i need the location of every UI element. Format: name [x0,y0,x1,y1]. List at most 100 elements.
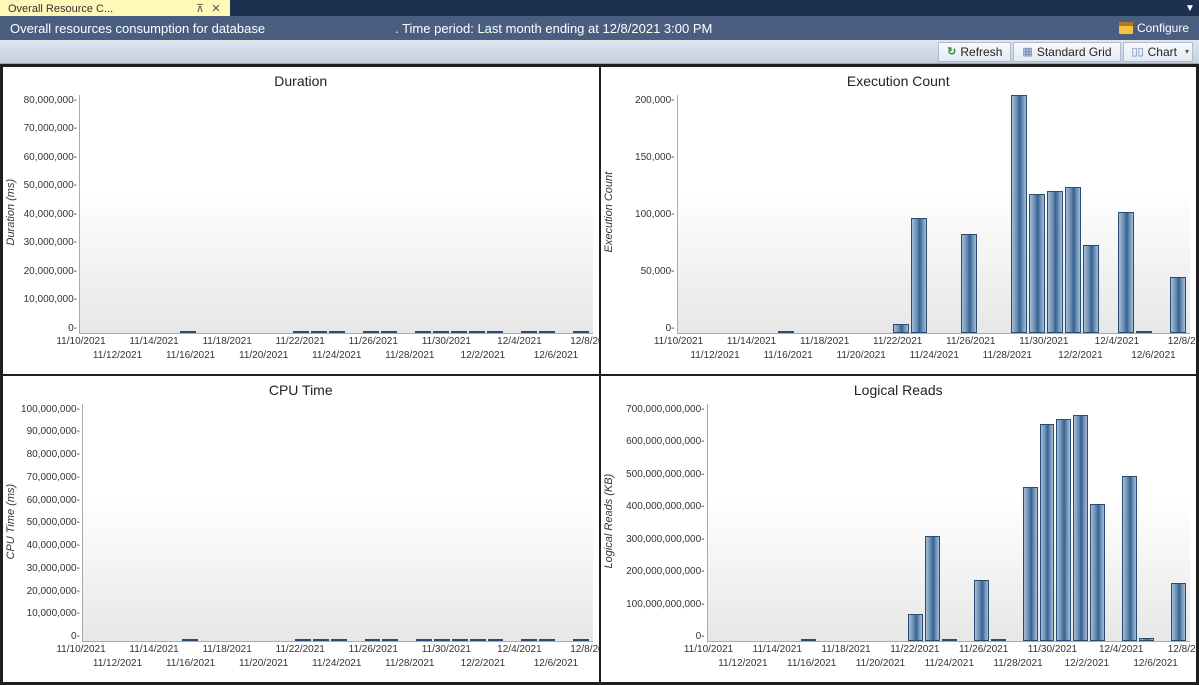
document-tab[interactable]: Overall Resource C... ⊼ ✕ [0,0,230,16]
bar[interactable] [295,639,311,641]
bar[interactable] [180,331,196,333]
chart-title: Execution Count [601,67,1197,91]
bar[interactable] [1171,583,1186,641]
y-axis-label: Duration (ms) [3,91,19,334]
chevron-down-icon[interactable]: ▾ [1185,47,1189,56]
chart-label: Chart [1148,45,1177,59]
bar[interactable] [925,536,940,641]
y-axis-ticks: 700,000,000,000-600,000,000,000-500,000,… [617,400,707,643]
panel-duration: DurationDuration (ms)80,000,000-70,000,0… [2,66,600,375]
bar[interactable] [1029,194,1045,332]
bar[interactable] [487,331,503,333]
plot-area[interactable] [79,95,593,334]
bar[interactable] [1047,191,1063,332]
info-center: . Time period: Last month ending at 12/8… [395,21,712,36]
chart-button[interactable]: ▯▯ Chart ▾ [1123,42,1193,62]
bar[interactable] [433,331,449,333]
bar[interactable] [573,639,589,641]
bar[interactable] [182,639,198,641]
x-axis: 11/10/202111/14/202111/18/202111/22/2021… [601,642,1197,682]
refresh-icon: ↻ [947,45,956,58]
title-dropdown-icon[interactable]: ▼ [1181,0,1199,16]
pin-icon[interactable]: ⊼ [194,2,206,15]
bar[interactable] [1090,504,1105,641]
refresh-label: Refresh [960,45,1002,59]
grid-label: Standard Grid [1037,45,1112,59]
x-axis: 11/10/202111/14/202111/18/202111/22/2021… [3,334,599,374]
plot-area[interactable] [82,404,593,643]
y-axis-label: CPU Time (ms) [3,400,19,643]
y-axis-label: Logical Reads (KB) [601,400,617,643]
bar[interactable] [329,331,345,333]
bar[interactable] [1073,415,1088,641]
bar[interactable] [778,331,794,333]
bar[interactable] [1118,212,1134,332]
plot-area[interactable] [677,95,1191,334]
bar[interactable] [469,331,485,333]
tab-label: Overall Resource C... [8,3,188,15]
panel-logical-reads: Logical ReadsLogical Reads (KB)700,000,0… [600,375,1198,684]
bar[interactable] [1083,245,1099,332]
bar[interactable] [1056,419,1071,641]
bar[interactable] [911,218,927,333]
bar[interactable] [363,331,379,333]
bar[interactable] [434,639,450,641]
bar[interactable] [573,331,589,333]
info-bar: Overall resources consumption for databa… [0,16,1199,40]
bar[interactable] [415,331,431,333]
bar[interactable] [293,331,309,333]
bar[interactable] [961,234,977,332]
grid-icon: ▦ [1022,45,1032,58]
panel-execution-count: Execution CountExecution Count200,000-15… [600,66,1198,375]
bar[interactable] [908,614,923,641]
configure-button[interactable]: Configure [1119,21,1189,35]
x-axis: 11/10/202111/14/202111/18/202111/22/2021… [3,642,599,682]
chart-title: Logical Reads [601,376,1197,400]
bar[interactable] [974,580,989,641]
bar[interactable] [521,331,537,333]
folder-icon [1119,22,1133,34]
bar[interactable] [488,639,504,641]
x-axis: 11/10/202111/14/202111/18/202111/22/2021… [601,334,1197,374]
chart-title: CPU Time [3,376,599,400]
bar[interactable] [1040,424,1055,641]
bar[interactable] [381,331,397,333]
y-axis-ticks: 100,000,000-90,000,000-80,000,000-70,000… [19,400,82,643]
refresh-button[interactable]: ↻ Refresh [938,42,1011,62]
y-axis-label: Execution Count [601,91,617,334]
bar[interactable] [1023,487,1038,641]
bar[interactable] [942,639,957,641]
bar[interactable] [1122,476,1137,641]
bar[interactable] [416,639,432,641]
bar[interactable] [801,639,816,641]
standard-grid-button[interactable]: ▦ Standard Grid [1013,42,1120,62]
info-left: Overall resources consumption for databa… [10,21,265,36]
bar[interactable] [521,639,537,641]
bar[interactable] [311,331,327,333]
bar[interactable] [365,639,381,641]
panel-cpu-time: CPU TimeCPU Time (ms)100,000,000-90,000,… [2,375,600,684]
bar[interactable] [1065,187,1081,333]
configure-label: Configure [1137,21,1189,35]
bar[interactable] [470,639,486,641]
bar[interactable] [539,639,555,641]
bar[interactable] [1170,277,1186,332]
bar[interactable] [991,639,1006,641]
bar[interactable] [331,639,347,641]
chart-title: Duration [3,67,599,91]
charts-grid: DurationDuration (ms)80,000,000-70,000,0… [0,64,1199,685]
bar[interactable] [313,639,329,641]
plot-area[interactable] [707,404,1191,643]
bar[interactable] [1139,638,1154,641]
close-icon[interactable]: ✕ [210,2,222,15]
bar[interactable] [382,639,398,641]
chart-icon: ▯▯ [1132,45,1144,58]
bar[interactable] [1011,95,1027,333]
toolbar: ↻ Refresh ▦ Standard Grid ▯▯ Chart ▾ [0,40,1199,64]
bar[interactable] [539,331,555,333]
y-axis-ticks: 200,000-150,000-100,000-50,000-0- [617,91,677,334]
bar[interactable] [452,639,468,641]
bar[interactable] [1136,331,1152,333]
bar[interactable] [893,324,909,333]
bar[interactable] [451,331,467,333]
